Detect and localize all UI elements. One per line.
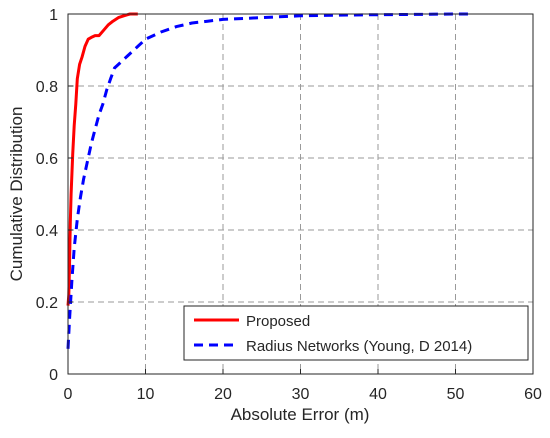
y-tick-label: 0.8 (36, 79, 58, 96)
x-tick-labels: 0 10 20 30 40 50 60 (64, 369, 542, 403)
x-axis-label: Absolute Error (m) (231, 405, 370, 424)
y-tick-label: 0.2 (36, 295, 58, 312)
x-tick-label: 20 (214, 386, 232, 403)
x-tick-label: 60 (524, 386, 542, 403)
x-tick-label: 40 (369, 386, 387, 403)
series-line-proposed (66, 12, 138, 306)
grid-lines (68, 14, 533, 374)
y-tick-label: 0 (49, 367, 58, 384)
x-tick-label: 0 (64, 386, 73, 403)
series-line-radius-networks (66, 12, 471, 349)
legend-box (183, 305, 529, 361)
y-tick-label: 1 (49, 7, 58, 24)
series-lines (66, 12, 471, 349)
y-axis-label: Cumulative Distribution (7, 107, 26, 282)
y-tick-label: 0.6 (36, 151, 58, 168)
y-tick-label: 0.4 (36, 223, 58, 240)
legend: Proposed Radius Networks (Young, D 2014) (183, 305, 529, 361)
y-tick-labels: 0 0.2 0.4 0.6 0.8 1 (36, 7, 73, 384)
x-tick-label: 50 (447, 386, 465, 403)
x-tick-label: 30 (292, 386, 310, 403)
legend-label-radius-networks: Radius Networks (Young, D 2014) (246, 338, 472, 355)
legend-label-proposed: Proposed (246, 313, 310, 330)
x-tick-label: 10 (137, 386, 155, 403)
